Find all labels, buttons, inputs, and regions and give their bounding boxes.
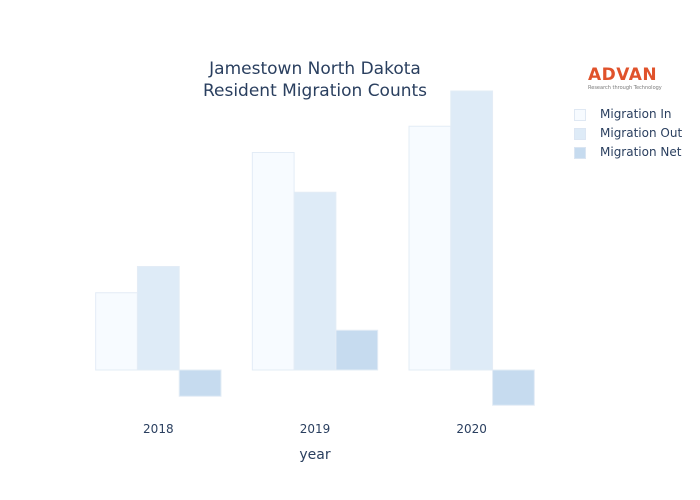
bar-migration-net-2018[interactable]	[178, 369, 222, 397]
x-tick-label-2018: 2018	[143, 422, 174, 436]
legend-label-migration-net: Migration Net	[600, 145, 682, 159]
x-axis-label: year	[299, 447, 331, 463]
logo-tagline: Research through Technology	[588, 85, 662, 91]
bar-migration-out-2019[interactable]	[293, 191, 337, 371]
legend-label-migration-in: Migration In	[600, 107, 672, 121]
bar-migration-net-2019[interactable]	[335, 329, 379, 371]
bars-group	[95, 90, 535, 406]
bar-migration-in-2020[interactable]	[408, 125, 452, 371]
legend-label-migration-out: Migration Out	[600, 126, 683, 140]
legend-swatch-migration-out	[574, 128, 586, 140]
chart-title-line-1: Jamestown North Dakota	[209, 59, 421, 79]
advan-logo: ADVAN Research through Technology	[588, 66, 683, 91]
chart-title-line-2: Resident Migration Counts	[202, 81, 428, 101]
x-tick-label-2020: 2020	[456, 422, 487, 436]
chart-title: Jamestown North Dakota Resident Migratio…	[165, 58, 465, 102]
bar-migration-out-2020[interactable]	[450, 90, 494, 371]
legend-swatch-migration-in	[574, 109, 586, 121]
legend-swatch-migration-net	[574, 147, 586, 159]
bar-migration-in-2018[interactable]	[95, 292, 138, 371]
bar-migration-in-2019[interactable]	[251, 152, 295, 371]
logo-brand: ADVAN	[588, 65, 658, 85]
bar-migration-net-2020[interactable]	[492, 369, 535, 406]
x-tick-label-2019: 2019	[300, 422, 331, 436]
bar-migration-out-2018[interactable]	[136, 266, 180, 371]
x-tick-labels: 2018 2019 2020	[143, 422, 487, 436]
